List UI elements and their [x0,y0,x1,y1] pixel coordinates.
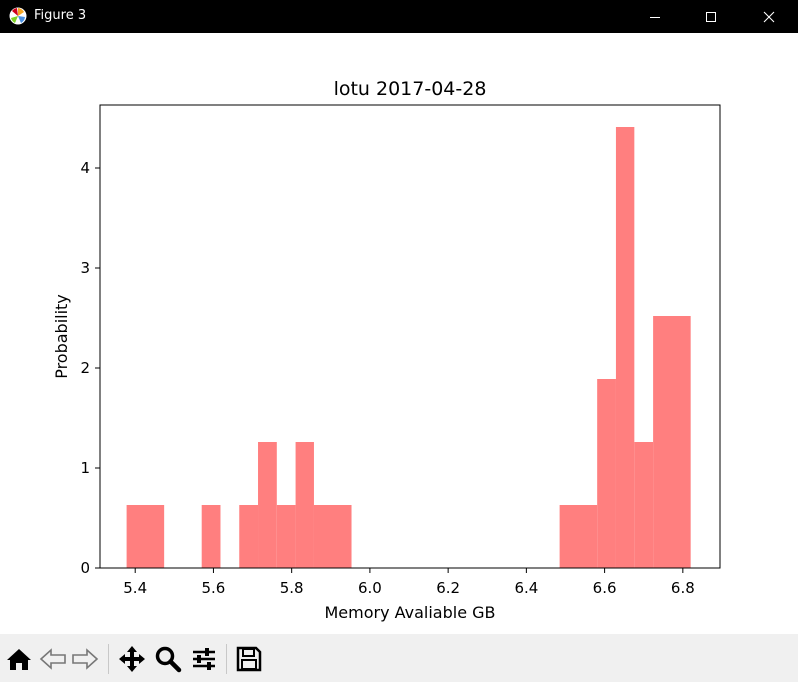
back-button[interactable] [38,644,68,674]
forward-arrow-icon [72,648,99,670]
histogram-chart: 5.4 5.6 5.8 6.0 6.2 6.4 6.6 6.8 0 1 2 3 4 lotu 2017-… [52,78,721,622]
zoom-button[interactable] [153,644,183,674]
y-tick-label: 0 [80,559,90,577]
ticks-group: 5.4 5.6 5.8 6.0 6.2 6.4 6.6 6.8 0 1 2 3 4 [80,159,694,597]
x-tick-label: 5.8 [280,579,304,597]
save-button[interactable] [234,644,264,674]
close-button[interactable] [746,0,792,33]
histogram-bar [615,127,635,568]
pan-button[interactable] [117,644,147,674]
sliders-icon [193,648,215,670]
move-icon [119,646,145,672]
minimize-icon [650,16,660,18]
toolbar-separator [226,644,227,674]
x-tick-label: 5.4 [123,579,147,597]
window-title: Figure 3 [34,8,87,23]
minimize-button[interactable] [632,0,678,33]
histogram-bar [295,442,314,568]
x-tick-label: 6.8 [671,579,695,597]
y-tick-label: 1 [80,459,90,477]
window-titlebar: Figure 3 [0,0,798,33]
histogram-bar [559,505,598,568]
toolbar-separator [108,644,109,674]
figure-canvas: 5.4 5.6 5.8 6.0 6.2 6.4 6.6 6.8 0 1 2 3 4 lotu 2017-… [0,33,798,634]
save-icon [236,646,262,672]
histogram-bar [239,505,259,568]
back-arrow-icon [39,648,66,670]
histogram-bar [634,442,654,568]
histogram-bar [597,379,616,568]
y-axis-label: Probability [52,294,71,379]
chart-title: lotu 2017-04-28 [334,78,487,100]
maximize-icon [706,11,716,22]
bars-group [126,127,691,568]
y-tick-label: 3 [80,259,90,277]
home-icon [7,649,31,670]
x-tick-label: 6.6 [593,579,617,597]
forward-button[interactable] [70,644,100,674]
x-tick-label: 6.2 [436,579,460,597]
histogram-bar [126,505,165,568]
maximize-button[interactable] [688,0,734,33]
histogram-bar [258,442,277,568]
axes-frame [99,104,721,569]
home-button[interactable] [4,644,34,674]
y-tick-label: 2 [80,359,90,377]
zoom-icon [155,646,182,673]
y-tick-label: 4 [80,159,90,177]
x-tick-label: 6.4 [514,579,538,597]
navigation-toolbar [0,634,798,682]
histogram-bar [313,505,352,568]
close-icon [763,11,775,22]
histogram-bar [276,505,296,568]
histogram-bar [201,505,221,568]
x-tick-label: 6.0 [358,579,382,597]
histogram-bar [653,316,691,568]
matplotlib-app-icon [9,7,27,25]
x-axis-label: Memory Avaliable GB [324,603,495,622]
x-tick-label: 5.6 [202,579,226,597]
configure-subplots-button[interactable] [189,644,219,674]
